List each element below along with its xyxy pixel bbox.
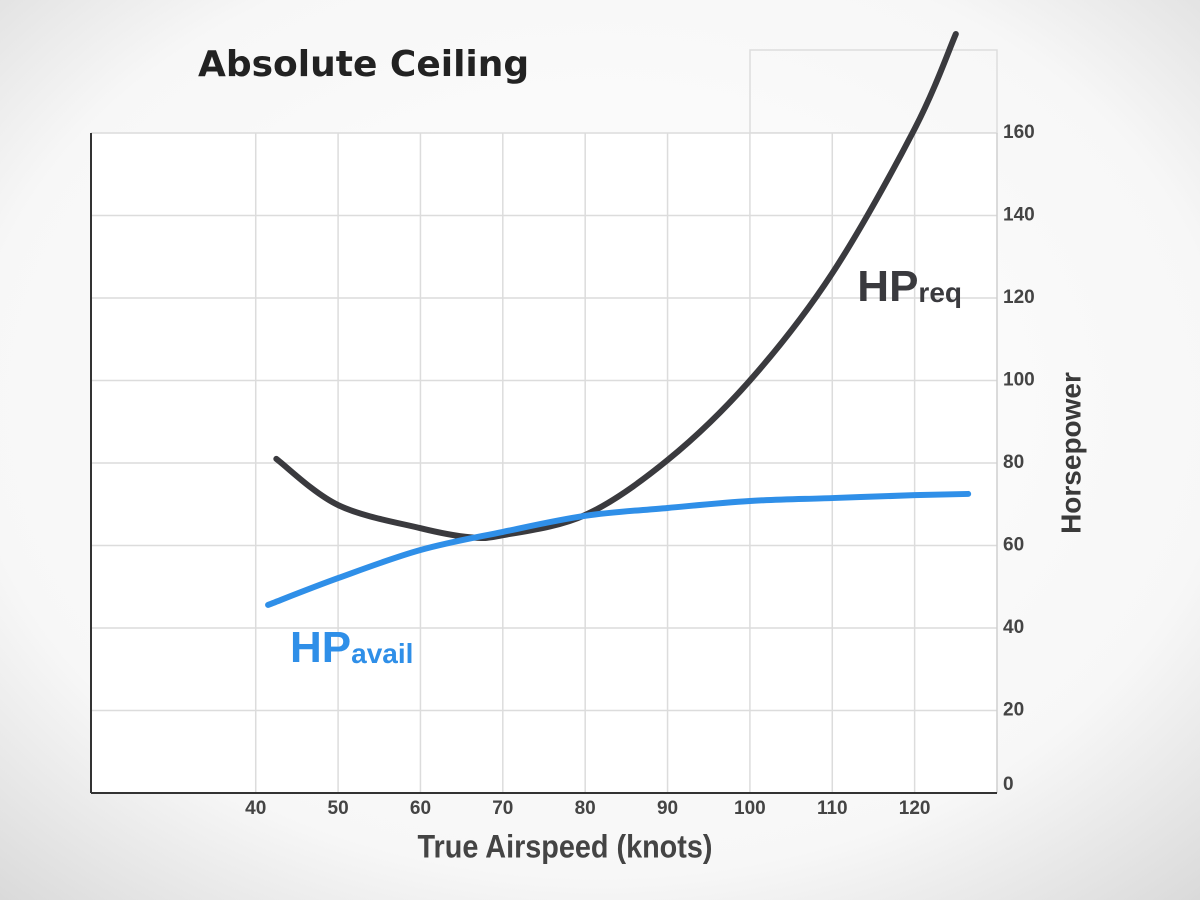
y-tick-label: 0 (1003, 774, 1014, 795)
x-tick-label: 120 (899, 798, 931, 819)
y-tick-label: 20 (1003, 700, 1024, 721)
plot-area: 0 20 40 60 80 100 120 140 160 40 50 60 70 80 90 100 110 1… (90, 31, 1035, 819)
x-tick-label: 80 (575, 798, 596, 819)
series-label-main: HP (290, 623, 351, 672)
y-tick-label: 80 (1003, 452, 1024, 473)
y-tick-label: 120 (1003, 287, 1035, 308)
y-tick-label: 40 (1003, 617, 1024, 638)
x-axis-title: True Airspeed (knots) (418, 829, 713, 865)
series-line (265, 490, 972, 608)
y-tick-label: 140 (1003, 205, 1035, 226)
series-label-main: HP (857, 262, 918, 311)
y-tick-label: 160 (1003, 122, 1035, 143)
series-label-sub: req (918, 277, 962, 308)
x-tick-label: 100 (734, 798, 766, 819)
x-tick-label: 70 (492, 798, 513, 819)
series-line (273, 31, 959, 542)
x-tick-label: 40 (245, 798, 266, 819)
series-label-sub: avail (351, 638, 413, 669)
y-tick-label: 100 (1003, 370, 1035, 391)
x-tick-label: 60 (410, 798, 431, 819)
x-tick-label: 90 (657, 798, 678, 819)
x-tick-label: 110 (817, 798, 848, 819)
series-label: HPavail (290, 623, 413, 672)
chart-title: Absolute Ceiling (198, 44, 529, 85)
y-tick-label: 60 (1003, 535, 1024, 556)
x-tick-label: 50 (328, 798, 349, 819)
series-label: HPreq (857, 262, 962, 311)
y-axis-title: Horsepower (1055, 372, 1086, 534)
